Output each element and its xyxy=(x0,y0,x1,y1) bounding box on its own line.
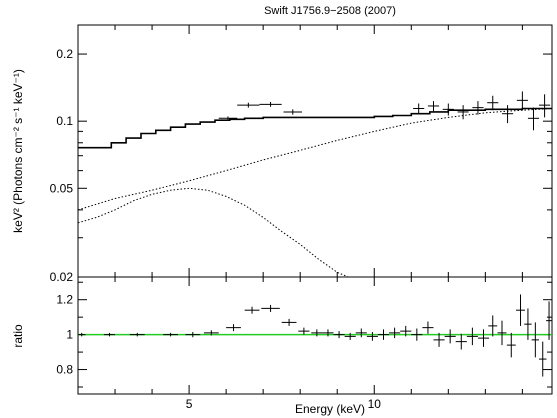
ratio-data-point xyxy=(281,318,297,326)
spectrum-data-point xyxy=(487,95,499,111)
spectrum-data-point xyxy=(283,109,303,115)
ratio-data-point xyxy=(433,332,445,347)
ratio-y-ticks: 0.8 1 1.2 xyxy=(56,281,552,388)
ratio-data-point xyxy=(203,330,219,336)
spectrum-data-point xyxy=(472,101,484,115)
spectrum-data-points xyxy=(218,91,551,131)
ratio-data-point xyxy=(422,321,434,334)
ratio-data-point xyxy=(546,301,552,340)
ratio-data-point xyxy=(539,341,547,377)
chart-title: Swift J1756.9−2508 (2007) xyxy=(264,5,396,17)
ratio-data-point xyxy=(185,332,201,338)
ratio-data-point xyxy=(488,315,498,337)
ratio-data-point xyxy=(506,332,516,358)
spectrum-y-axis-label: keV² (Photons cm⁻² s⁻¹ keV⁻¹) xyxy=(11,69,25,233)
powerlaw-component-line xyxy=(77,108,553,211)
ratio-data-point xyxy=(466,327,478,346)
ratio-data-point xyxy=(516,294,525,326)
spectrum-y-tick-label: 0.1 xyxy=(56,114,73,128)
ratio-data-point xyxy=(366,332,378,341)
ratio-y-tick-label: 0.8 xyxy=(56,363,73,377)
ratio-data-point xyxy=(344,332,356,340)
ratio-data-point xyxy=(333,331,345,339)
spectrum-data-point xyxy=(442,103,454,116)
ratio-data-point xyxy=(311,329,323,337)
spectrum-data-point xyxy=(218,116,238,121)
ratio-y-axis-label: ratio xyxy=(11,324,25,348)
spectrum-panel: 0.02 0.05 0.1 0.2 keV² (Photons cm⁻² s⁻¹ ke… xyxy=(11,24,553,284)
ratio-data-point xyxy=(78,332,86,337)
spectrum-plot-frame xyxy=(77,24,553,278)
ratio-data-point xyxy=(103,332,116,337)
ratio-data-point xyxy=(477,329,490,347)
spectrum-data-point xyxy=(427,101,440,112)
spectrum-x-ticks xyxy=(77,25,523,277)
spectrum-data-point xyxy=(237,102,260,108)
x-tick-label: 10 xyxy=(368,397,382,411)
spectrum-data-point xyxy=(539,94,551,118)
ratio-data-point xyxy=(163,332,178,337)
ratio-data-point xyxy=(389,327,401,339)
spectrum-data-point xyxy=(413,103,425,114)
ratio-data-point xyxy=(455,333,467,350)
ratio-data-point xyxy=(444,329,456,344)
spectrum-y-tick-label: 0.02 xyxy=(50,270,74,284)
ratio-data-point xyxy=(400,325,412,337)
spectrum-y-tick-label: 0.05 xyxy=(50,181,74,195)
ratio-data-point xyxy=(524,308,532,340)
ratio-data-point xyxy=(322,329,334,337)
ratio-plot-frame xyxy=(77,276,553,395)
ratio-data-point xyxy=(497,320,507,346)
ratio-data-points xyxy=(78,294,552,377)
ratio-data-point xyxy=(226,324,241,332)
x-axis-label: Energy (keV) xyxy=(295,402,365,416)
ratio-data-point xyxy=(531,322,540,358)
spectrum-data-point xyxy=(457,105,469,120)
ratio-data-point xyxy=(298,327,310,335)
ratio-y-tick-label: 1.2 xyxy=(56,293,73,307)
ratio-panel: 0.8 1 1.2 5 10 ratio xyxy=(11,276,553,411)
disk-component-line xyxy=(77,187,349,278)
ratio-y-tick-label: 1 xyxy=(66,328,73,342)
spectrum-data-point xyxy=(527,107,540,131)
ratio-data-point xyxy=(355,328,367,338)
ratio-data-point xyxy=(244,306,260,314)
ratio-data-point xyxy=(261,304,280,312)
ratio-x-ticks: 5 10 xyxy=(77,277,523,411)
x-tick-label: 5 xyxy=(186,397,193,411)
spectrum-data-point xyxy=(516,91,528,111)
ratio-data-point xyxy=(129,332,145,337)
total-model-line xyxy=(78,107,552,149)
spectrum-y-ticks: 0.02 0.05 0.1 0.2 xyxy=(50,47,552,284)
spectrum-models xyxy=(77,107,553,278)
ratio-data-point xyxy=(411,328,423,341)
spectrum-data-point xyxy=(259,101,282,107)
spectrum-y-tick-label: 0.2 xyxy=(56,47,73,61)
ratio-data-point xyxy=(377,329,390,340)
spectrum-data-point xyxy=(502,105,514,124)
